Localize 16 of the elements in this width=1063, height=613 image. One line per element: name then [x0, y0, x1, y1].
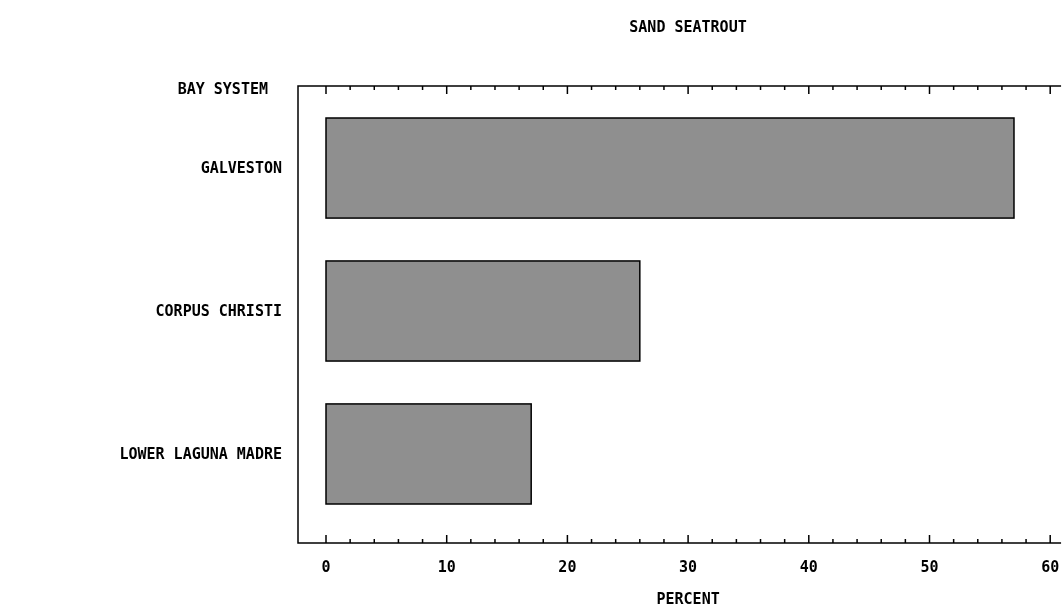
y-tick-label: LOWER LAGUNA MADRE [119, 444, 282, 463]
x-tick-label: 40 [799, 558, 818, 576]
bar [325, 403, 532, 505]
bar [325, 117, 1015, 219]
x-tick-label: 0 [321, 558, 331, 576]
x-tick-label: 30 [679, 558, 698, 576]
chart-title: SAND SEATROUT [629, 18, 747, 36]
y-tick-label: CORPUS CHRISTI [155, 302, 282, 320]
bar [325, 260, 641, 362]
x-tick-label: 20 [558, 558, 577, 576]
y-axis-title: BAY SYSTEM [177, 80, 268, 98]
x-tick-label: 60 [1041, 558, 1060, 576]
x-tick-label: 10 [437, 558, 456, 576]
x-tick-label: 50 [920, 558, 939, 576]
x-axis-title: PERCENT [656, 590, 720, 608]
y-tick-label: GALVESTON [200, 159, 282, 178]
